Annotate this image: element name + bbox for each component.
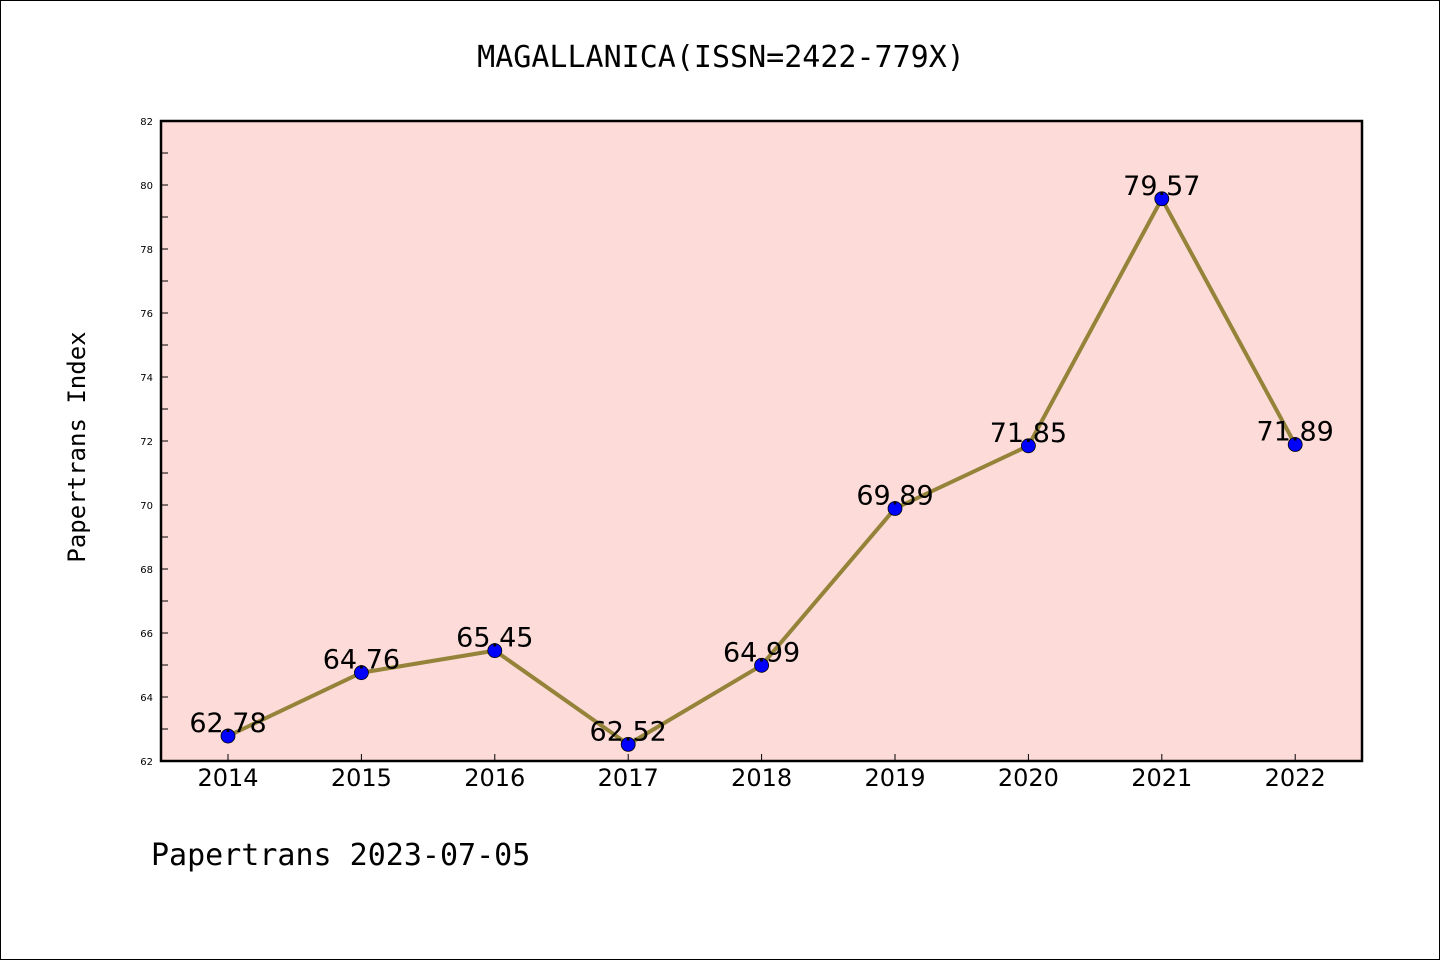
x-tick-label: 2021 [1131, 764, 1192, 792]
y-tick-label: 68 [140, 565, 153, 576]
footer-text: Papertrans 2023-07-05 [151, 838, 530, 873]
y-tick-label: 78 [140, 245, 153, 256]
data-point [1021, 438, 1036, 454]
data-point [620, 736, 636, 752]
data-point [1154, 191, 1170, 207]
data-label: 64.76 [323, 645, 400, 676]
data-label: 64.99 [723, 637, 800, 668]
plot-border [159, 119, 1364, 763]
y-tick-label: 74 [140, 373, 153, 384]
data-label: 79.57 [1123, 171, 1200, 202]
data-point [754, 657, 769, 673]
y-tick-label: 66 [140, 629, 153, 640]
y-tick-label: 64 [140, 693, 153, 704]
data-label: 71.89 [1257, 417, 1334, 448]
x-tick-label: 2014 [197, 764, 258, 792]
data-label: 69.89 [856, 481, 933, 512]
x-tick-label: 2020 [998, 764, 1059, 792]
data-label: 62.52 [590, 716, 667, 747]
data-label: 62.78 [189, 708, 266, 739]
x-tick-label: 2016 [464, 764, 525, 792]
y-tick-label: 70 [140, 501, 153, 512]
plot-area [161, 121, 1362, 761]
y-tick-label: 62 [140, 757, 153, 768]
data-point [353, 665, 369, 681]
x-tick-label: 2019 [864, 764, 925, 792]
chart-marks: 62 64 66 68 70 72 74 76 78 80 82 2014 2015 2016 2017 20… [140, 117, 1334, 792]
data-point [220, 728, 236, 744]
data-point [487, 643, 503, 658]
chart-title: MAGALLANICA(ISSN=2422-779X) [477, 40, 965, 75]
y-tick-label: 82 [140, 117, 153, 128]
y-tick-label: 76 [140, 309, 153, 320]
y-tick-label: 80 [140, 181, 153, 192]
data-point [1287, 437, 1303, 452]
y-tick-label: 72 [140, 437, 153, 448]
data-point [887, 501, 903, 516]
x-tick-label: 2022 [1265, 764, 1326, 792]
x-tick-label: 2015 [331, 764, 392, 792]
x-tick-label: 2018 [731, 764, 792, 792]
x-tick-label: 2017 [598, 764, 659, 792]
data-label: 65.45 [456, 623, 533, 654]
data-label: 71.85 [990, 418, 1067, 449]
y-axis-label: Papertrans Index [63, 331, 91, 562]
